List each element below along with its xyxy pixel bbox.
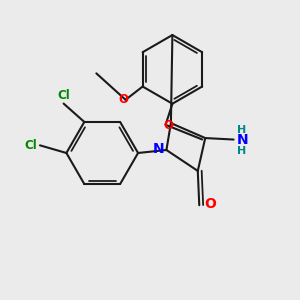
Text: H: H — [237, 125, 246, 135]
Text: Cl: Cl — [25, 139, 38, 152]
Text: N: N — [153, 142, 164, 156]
Text: N: N — [237, 133, 248, 147]
Text: O: O — [204, 197, 216, 211]
Text: Cl: Cl — [57, 89, 70, 102]
Text: O: O — [118, 93, 128, 106]
Text: O: O — [163, 119, 173, 132]
Text: H: H — [237, 146, 246, 156]
